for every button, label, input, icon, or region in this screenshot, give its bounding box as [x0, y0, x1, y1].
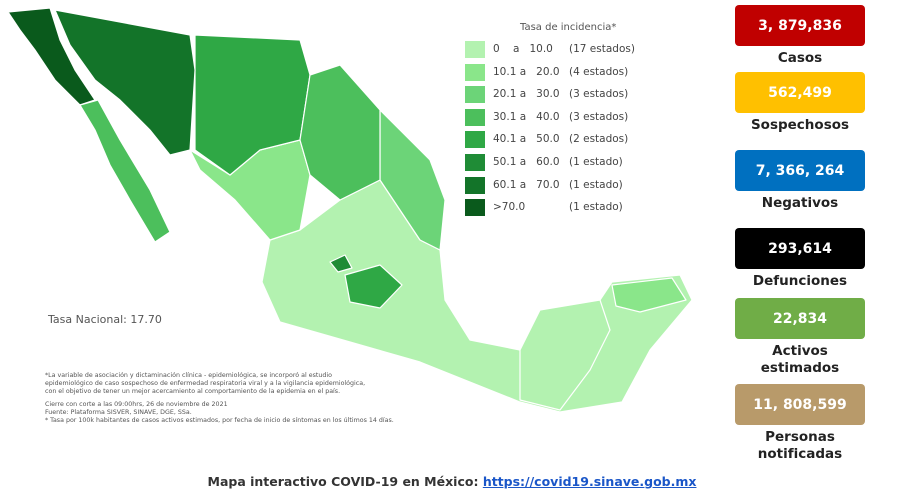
state-region [299, 64, 381, 201]
legend-count: (2 estados) [569, 133, 629, 146]
legend-count: (4 estados) [569, 65, 629, 78]
legend-count: (3 estados) [569, 110, 629, 123]
footnote-line: con el objetivo de tener un mejor acerca… [45, 388, 341, 396]
footnotes: *La variable de asociación y dictaminaci… [45, 372, 445, 425]
stat-label: Activos estimados [760, 343, 840, 376]
legend-count: (3 estados) [569, 88, 629, 101]
map [7, 7, 693, 413]
state-region [611, 277, 687, 313]
legend-range: 10.1 a 20.0 [493, 65, 560, 78]
stat-label: Defunciones [752, 273, 848, 289]
stat-value: 11, 808,599 [735, 384, 865, 425]
legend-swatch [465, 131, 485, 149]
footer-link[interactable]: https://covid19.sinave.gob.mx [482, 474, 697, 489]
stat-label: Personas notificadas [757, 429, 843, 462]
stat-value: 22,834 [735, 298, 865, 339]
legend-count: (1 estado) [569, 178, 623, 191]
stat-label: Negativos [761, 195, 839, 211]
stat-value: 3, 879,836 [735, 5, 865, 46]
state-region [519, 299, 611, 411]
legend-swatch [465, 63, 485, 81]
legend-swatch [465, 41, 485, 58]
legend-count: (17 estados) [569, 43, 635, 55]
legend-range: 0 a 10.0 [493, 43, 553, 55]
state-region [54, 9, 196, 156]
footnote-line: Fuente: Plataforma SISVER, SINAVE, DGE, … [45, 408, 192, 416]
stat-label: Sospechosos [750, 117, 850, 133]
states [7, 7, 693, 413]
footer: Mapa interactivo COVID-19 en México: htt… [0, 474, 904, 489]
footnote-line: Cierre con corte a las 09:00hrs, 26 de n… [45, 400, 228, 408]
legend-title: Tasa de incidencia* [520, 22, 617, 33]
legend-swatch [465, 154, 485, 171]
stat-value: 293,614 [735, 228, 865, 269]
legend-range: 20.1 a 30.0 [493, 88, 560, 101]
stat-value: 7, 366, 264 [735, 150, 865, 191]
state-region [194, 34, 311, 176]
legend-swatch [465, 176, 485, 194]
stat-label: Casos [777, 50, 823, 66]
national-rate: Tasa Nacional: 17.70 [48, 313, 162, 326]
footnote-line: epidemiológico de caso sospechoso de enf… [45, 380, 366, 388]
footer-text: Mapa interactivo COVID-19 en México: [207, 474, 479, 489]
stat-value: 562,499 [735, 72, 865, 113]
legend-count: (1 estado) [569, 156, 623, 168]
state-region [79, 99, 171, 243]
legend-swatch [465, 86, 485, 104]
legend-swatch [465, 108, 485, 126]
legend-range: 50.1 a 60.0 [493, 156, 560, 168]
state-region [329, 254, 353, 273]
footnote-line: *La variable de asociación y dictaminaci… [45, 372, 332, 379]
legend-range: >70.0 [493, 201, 526, 214]
legend-swatch [465, 199, 485, 217]
state-region [379, 109, 446, 251]
state-region [344, 264, 403, 309]
legend-range: 30.1 a 40.0 [493, 110, 560, 123]
legend-range: 60.1 a 70.0 [493, 178, 560, 191]
legend-range: 40.1 a 50.0 [493, 133, 560, 146]
legend-count: (1 estado) [569, 201, 623, 214]
footnote-line: * Tasa por 100k habitantes de casos acti… [45, 417, 394, 425]
